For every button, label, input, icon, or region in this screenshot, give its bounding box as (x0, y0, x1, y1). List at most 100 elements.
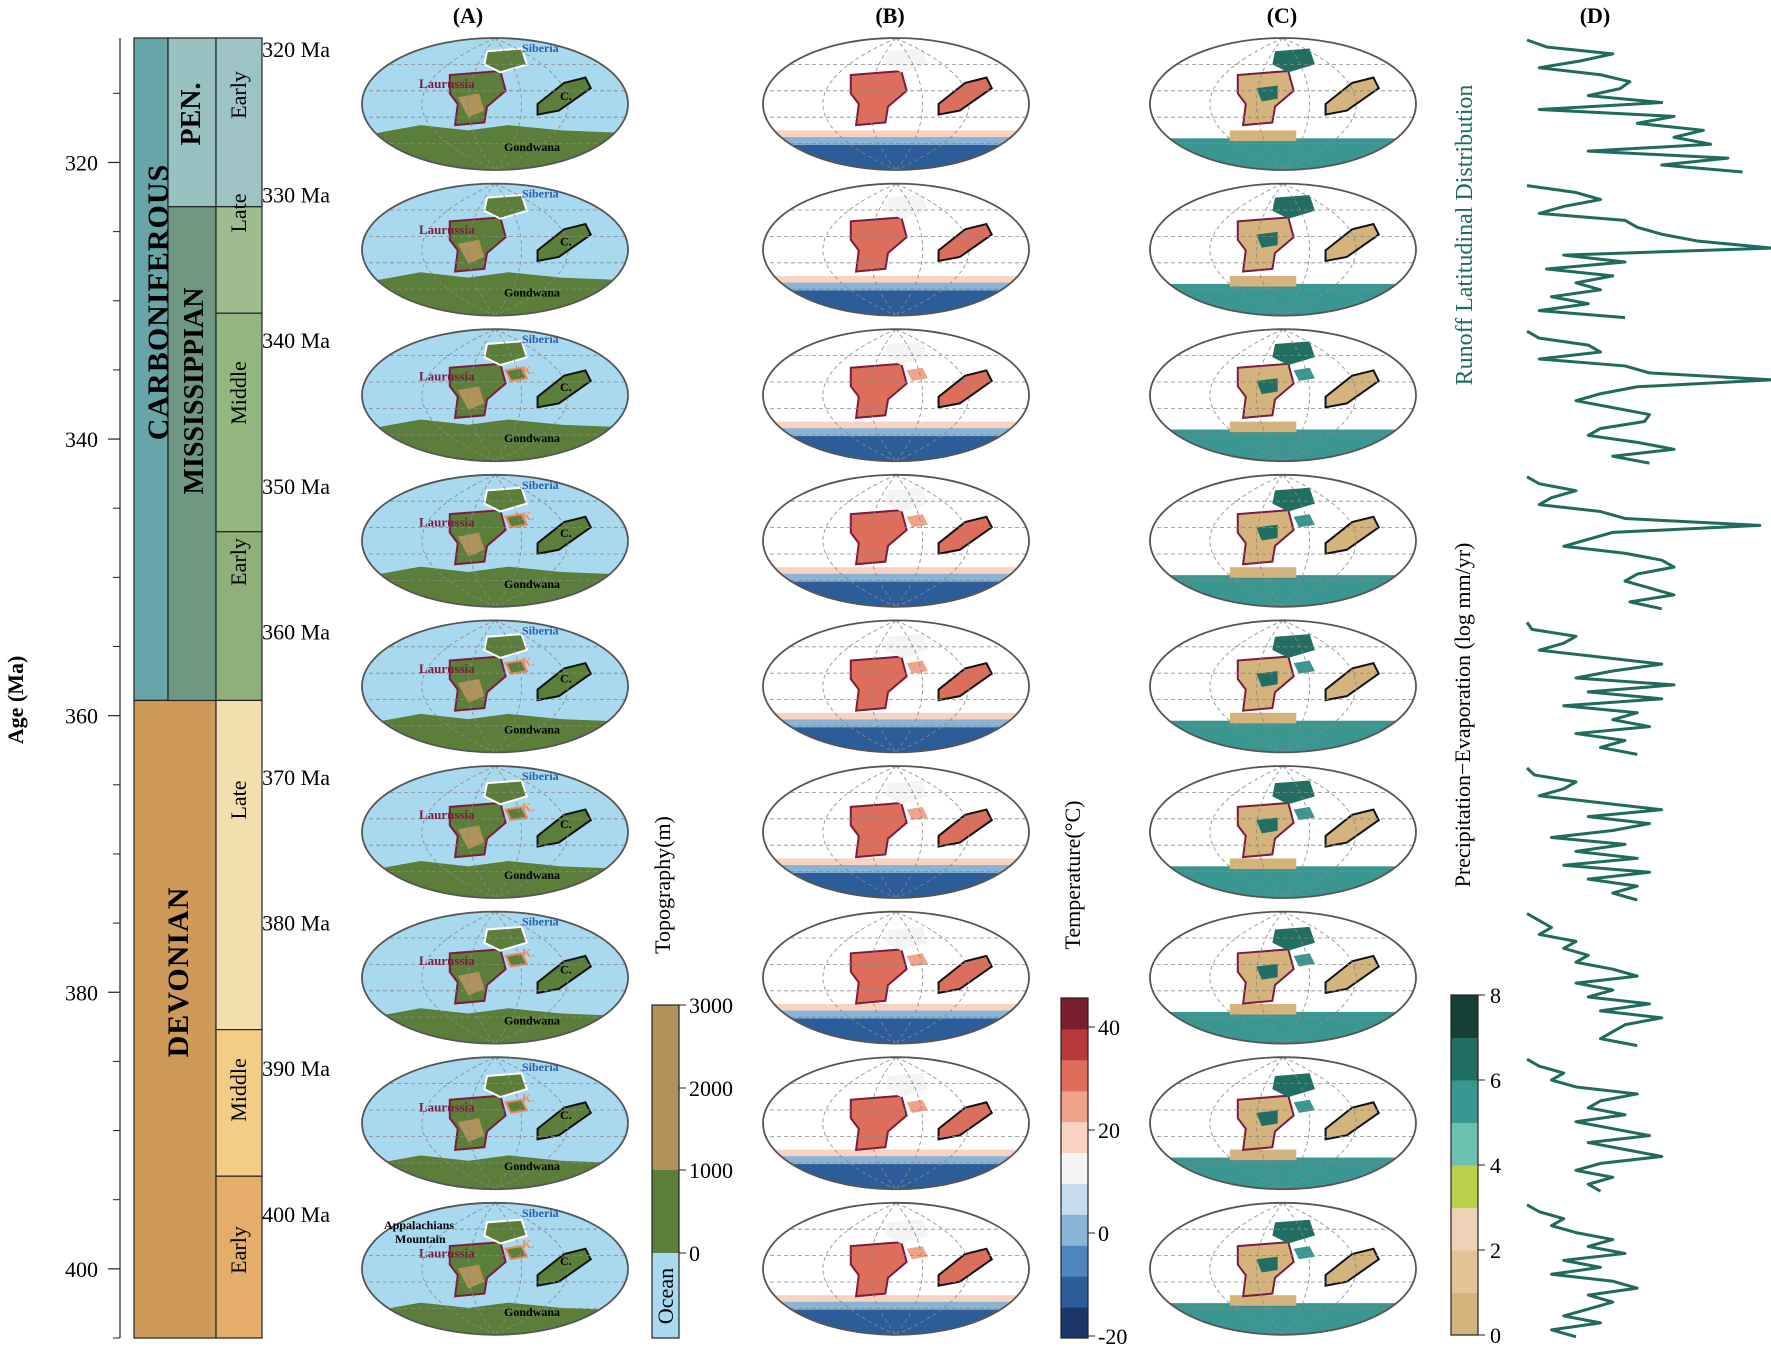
stage-bar (215, 1175, 263, 1339)
meridian-line (1282, 183, 1310, 316)
laurussia-landmass (849, 69, 908, 127)
meridian-line (822, 474, 897, 607)
stage-bar (215, 699, 263, 1031)
highland-patch (457, 239, 485, 264)
panel-titles: (A) (B) (C) (D) (453, 3, 1611, 28)
wet-band (1150, 1011, 1416, 1044)
cathaysia-landmass (1324, 954, 1381, 995)
meridian-line (822, 911, 897, 1044)
meridian-line (468, 38, 496, 170)
gondwana-landmass (362, 566, 628, 607)
meridian-line (1282, 183, 1357, 316)
map-outline (1149, 328, 1417, 463)
cathaysia-landmass (536, 76, 593, 116)
gondwana-landmass (362, 1302, 628, 1335)
meridian-line (895, 1057, 970, 1190)
cold-band (763, 871, 1029, 898)
meridian-line (869, 38, 897, 170)
colorbar-segment (1061, 998, 1088, 1030)
cathaysia-landmass (937, 808, 994, 848)
laurussia-landmass (849, 216, 908, 273)
meridian-line (494, 1057, 569, 1190)
meridian-line (494, 911, 569, 1044)
meridian-line (822, 183, 897, 316)
meridian-line (1209, 183, 1284, 316)
map-outline (762, 37, 1030, 171)
cathaysia-landmass (937, 222, 994, 263)
dry-patch (1229, 858, 1297, 869)
meridian-line (1282, 620, 1357, 753)
colorbar-tick: 8 (1490, 983, 1501, 1008)
stage-label: Early (226, 538, 251, 586)
cathaysia-label: C. (560, 526, 572, 540)
colorbar-segment (1061, 1121, 1088, 1154)
wet-patch (1256, 817, 1278, 834)
mild-band (763, 1295, 1029, 1302)
colorbar-segment (1451, 1165, 1478, 1208)
siberia-label: Siberia (522, 623, 559, 637)
gondwana-label: Gondwana (504, 722, 560, 736)
dry-patch (1229, 421, 1297, 433)
topography-map (362, 38, 628, 170)
gondwana-label: Gondwana (504, 286, 560, 300)
map-a-labels: Laurussia Siberia Gondwana C. Laurussia Siber… (384, 41, 572, 1319)
time-slice-label: 340 Ma (262, 328, 330, 353)
kazakhstania-landmass (504, 659, 529, 675)
temperature-map (763, 329, 1029, 462)
gondwana-label: Gondwana (504, 577, 560, 591)
kazakhstania-landmass (906, 660, 928, 674)
colorbar-tick: 40 (1098, 1015, 1120, 1040)
wet-patch (1256, 1110, 1278, 1127)
siberia-landmass (885, 1073, 928, 1098)
map-outline (361, 37, 629, 171)
laurussia-landmass (849, 655, 908, 712)
siberia-landmass (483, 193, 529, 220)
runoff-curve (1525, 621, 1676, 756)
runoff-curve (1526, 329, 1771, 465)
meridian-line (421, 766, 496, 898)
laurussia-label: Laurussia (419, 368, 475, 383)
topography-map (362, 474, 628, 607)
map-outline (1149, 37, 1417, 171)
meridian-line (468, 183, 496, 316)
runoff-curves (1525, 38, 1771, 1339)
meridian-line (1282, 911, 1357, 1044)
wet-patch (1256, 85, 1278, 102)
meridian-line (895, 1202, 970, 1335)
map-outline (361, 1201, 629, 1336)
map-outline (762, 1056, 1030, 1191)
highland-patch (457, 825, 485, 850)
meridian-line (421, 329, 496, 462)
colorbar-segment-high (652, 1005, 679, 1170)
highland-patch (457, 532, 485, 557)
age-tick-label: 360 (65, 704, 98, 729)
siberia-label: Siberia (522, 41, 559, 55)
colorbar-tick: -20 (1098, 1324, 1127, 1349)
precipitation-colorbar: Precipitation−Evaporation (log mm/yr) 8 … (1450, 543, 1501, 1348)
topography-map (362, 183, 628, 316)
stage-bar (215, 531, 263, 702)
meridian-line (468, 474, 496, 607)
siberia-label: Siberia (522, 478, 559, 492)
colorbar-segment (1451, 1292, 1478, 1336)
meridian-line (1282, 474, 1357, 607)
temperature-map (763, 1057, 1029, 1190)
siberia-landmass (885, 1219, 928, 1244)
meridian-line (822, 1057, 897, 1190)
gondwana-landmass (362, 1155, 628, 1190)
meridian-line (895, 620, 923, 753)
kazakhstania-landmass (504, 513, 529, 529)
meridian-line (895, 183, 970, 316)
gondwana-label: Gondwana (504, 1305, 560, 1319)
temperature-map (763, 38, 1029, 170)
meridian-line (1209, 38, 1284, 170)
map-outline (361, 328, 629, 463)
age-tick-label: 380 (65, 980, 98, 1005)
colorbar-tick: 4 (1490, 1153, 1501, 1178)
gondwana-label: Gondwana (504, 1014, 560, 1028)
meridian-line (1256, 183, 1284, 316)
age-tick-label: 320 (65, 150, 98, 175)
meridian-line (494, 38, 569, 170)
appalachians-label: Appalachians (384, 1218, 454, 1232)
wet-patch (1256, 231, 1278, 248)
